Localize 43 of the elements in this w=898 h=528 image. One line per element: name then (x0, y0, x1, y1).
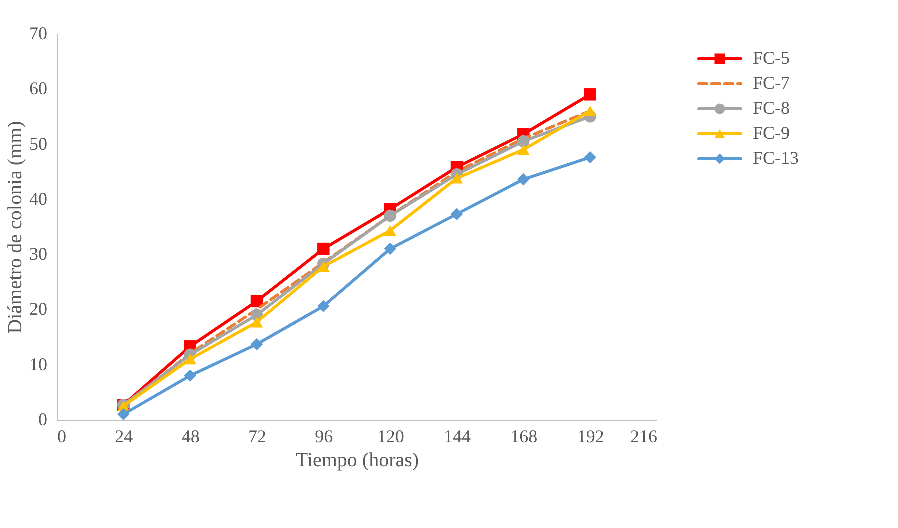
point (384, 226, 396, 236)
y-axis-title: Diámetro de colonia (mm) (4, 121, 26, 334)
x-axis-title: Tiempo (horas) (296, 450, 420, 472)
point (184, 354, 196, 365)
x-tick-label: 96 (315, 426, 334, 446)
x-tick-label: 24 (115, 426, 134, 446)
legend-label: FC-13 (753, 148, 800, 168)
legend-label: FC-9 (753, 123, 790, 143)
x-tick-label: 72 (248, 426, 266, 446)
legend-label: FC-8 (753, 98, 790, 118)
point (118, 408, 130, 421)
x-tick-label: 48 (182, 426, 200, 446)
y-tick-label: 50 (30, 134, 48, 154)
x-tick-label: 192 (577, 426, 604, 446)
y-tick-label: 0 (38, 410, 48, 430)
point (250, 317, 264, 328)
point (584, 88, 596, 101)
y-tick-label: 60 (30, 78, 48, 99)
x-tick-label: 216 (630, 426, 658, 446)
point (250, 338, 264, 351)
point (518, 135, 530, 148)
point (584, 106, 596, 117)
point (518, 173, 530, 186)
point (318, 242, 330, 256)
point (184, 370, 196, 382)
point (250, 295, 264, 308)
y-tick-label: 70 (30, 24, 48, 44)
point (384, 242, 396, 256)
point (450, 208, 464, 220)
point (384, 210, 396, 222)
y-tick-label: 20 (30, 299, 48, 320)
x-tick-label: 144 (444, 426, 471, 446)
legend-label: FC-5 (753, 48, 790, 68)
legend-label: FC-7 (753, 73, 790, 93)
point (318, 300, 330, 313)
y-tick-label: 10 (30, 354, 48, 374)
point (584, 151, 596, 164)
y-tick-label: 30 (30, 244, 48, 264)
y-tick-label: 40 (30, 188, 48, 209)
x-tick-label: 168 (510, 426, 538, 446)
x-tick-label: 120 (377, 426, 404, 446)
x-tick-label: 0 (58, 426, 66, 446)
point (518, 144, 530, 156)
